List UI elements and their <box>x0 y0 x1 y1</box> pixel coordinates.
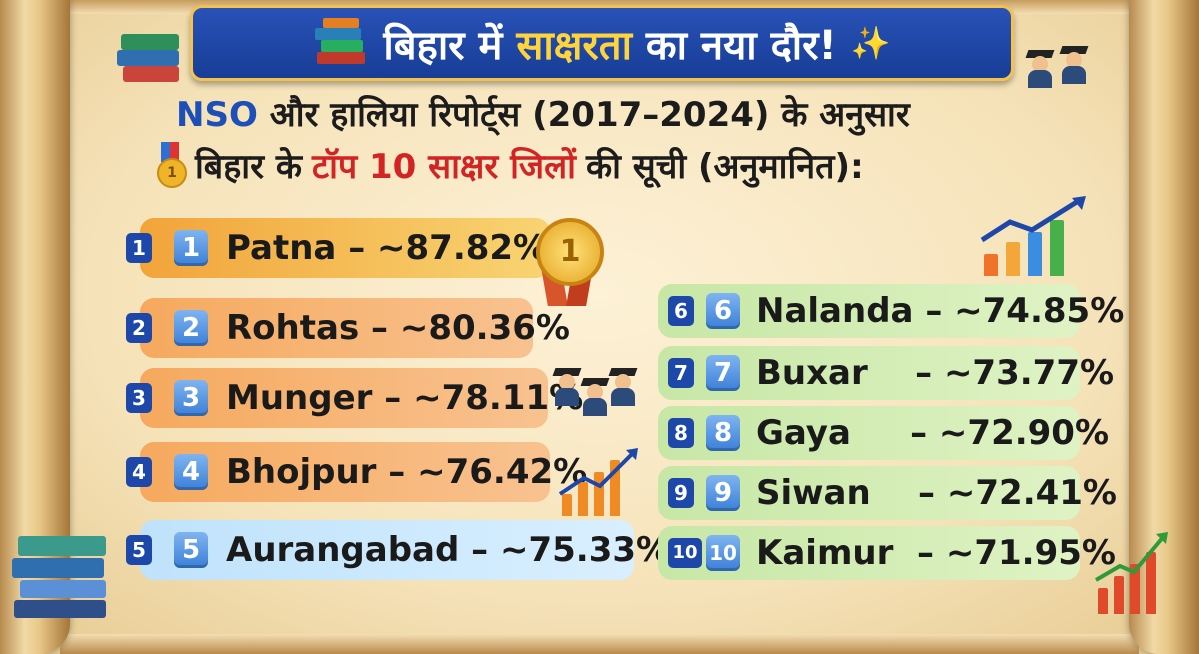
district-row-3: 3 3 Munger – ~78.11% <box>126 368 583 428</box>
gold-medal-number: 1 <box>536 218 604 286</box>
rank-key-icon-8: 8 <box>706 415 740 451</box>
rank-key-icon-6: 6 <box>706 293 740 329</box>
subtitle-line2-part1: बिहार के <box>195 147 302 187</box>
district-label-6: Nalanda – ~74.85% <box>756 291 1125 331</box>
rank-number-4: 4 <box>126 457 152 487</box>
title-banner: बिहार में साक्षरता का नया दौर! ✨ <box>190 5 1014 81</box>
subtitle-line2-part2: की सूची (अनुमानित): <box>585 147 864 187</box>
district-row-10: 10 10 Kaimur – ~71.95% <box>658 526 1116 580</box>
banner-title: बिहार में साक्षरता का नया दौर! <box>383 16 836 71</box>
district-label-7: Buxar – ~73.77% <box>756 353 1115 393</box>
subtitle-line2: 1 बिहार के टॉप 10 साक्षर जिलों की सूची (… <box>155 142 1085 188</box>
district-row-5: 5 5 Aurangabad – ~75.33% <box>126 520 670 580</box>
rank-number-7: 7 <box>668 358 694 388</box>
rank-key-icon-7: 7 <box>706 355 740 391</box>
district-row-9: 9 9 Siwan – ~72.41% <box>658 466 1117 520</box>
rank-number-10: 10 <box>668 538 702 568</box>
growth-chart-icon-bottom <box>1094 530 1170 614</box>
rank-key-icon-3: 3 <box>174 380 208 416</box>
scroll-bottom-edge <box>60 634 1139 654</box>
banner-title-part1: बिहार में <box>383 22 503 69</box>
rank-number-5: 5 <box>126 535 152 565</box>
district-row-7: 7 7 Buxar – ~73.77% <box>658 346 1114 400</box>
district-row-6: 6 6 Nalanda – ~74.85% <box>658 284 1124 338</box>
subtitle-line2-highlight: टॉप 10 साक्षर जिलों <box>311 147 576 187</box>
rank-key-icon-1: 1 <box>174 230 208 266</box>
district-row-1: 1 1 Patna – ~87.82% <box>126 218 550 278</box>
rank-key-icon-10: 10 <box>706 535 740 571</box>
banner-title-part2: का नया दौर! <box>645 22 837 69</box>
rank-number-3: 3 <box>126 383 152 413</box>
books-stack-icon <box>115 34 185 94</box>
district-label-10: Kaimur – ~71.95% <box>756 533 1116 573</box>
district-row-2: 2 2 Rohtas – ~80.36% <box>126 298 570 358</box>
district-label-8: Gaya – ~72.90% <box>756 413 1110 453</box>
district-label-9: Siwan – ~72.41% <box>756 473 1117 513</box>
graduates-group-icon <box>552 362 642 424</box>
graduates-icon <box>1025 44 1095 94</box>
growth-chart-icon <box>556 444 642 516</box>
rank-key-icon-9: 9 <box>706 475 740 511</box>
gold-medal-icon: 1 <box>530 218 606 308</box>
banner-title-highlight: साक्षरता <box>516 22 632 69</box>
district-label-3: Munger – ~78.11% <box>226 378 584 418</box>
subtitle-nso: NSO <box>176 95 258 135</box>
books-pile-icon <box>12 536 112 620</box>
rank-key-icon-4: 4 <box>174 454 208 490</box>
growth-chart-icon-right <box>980 196 1090 276</box>
rank-number-9: 9 <box>668 478 694 508</box>
district-label-4: Bhojpur – ~76.42% <box>226 452 588 492</box>
rank-number-6: 6 <box>668 296 694 326</box>
medal-icon: 1 <box>155 142 187 188</box>
scroll-right-roll <box>1129 0 1199 654</box>
sparkles-icon: ✨ <box>850 24 891 62</box>
district-label-2: Rohtas – ~80.36% <box>226 308 570 348</box>
rank-number-1: 1 <box>126 233 152 263</box>
rank-number-8: 8 <box>668 418 694 448</box>
subtitle-line1-text: और हालिया रिपोर्ट्स (2017–2024) के अनुसा… <box>269 95 910 135</box>
district-row-4: 4 4 Bhojpur – ~76.42% <box>126 442 587 502</box>
rank-key-icon-2: 2 <box>174 310 208 346</box>
district-label-1: Patna – ~87.82% <box>226 228 548 268</box>
subtitle-line1: NSO और हालिया रिपोर्ट्स (2017–2024) के अ… <box>176 90 1056 136</box>
books-icon <box>315 18 366 64</box>
district-label-5: Aurangabad – ~75.33% <box>226 530 671 570</box>
district-row-8: 8 8 Gaya – ~72.90% <box>658 406 1109 460</box>
rank-key-icon-5: 5 <box>174 532 208 568</box>
rank-number-2: 2 <box>126 313 152 343</box>
